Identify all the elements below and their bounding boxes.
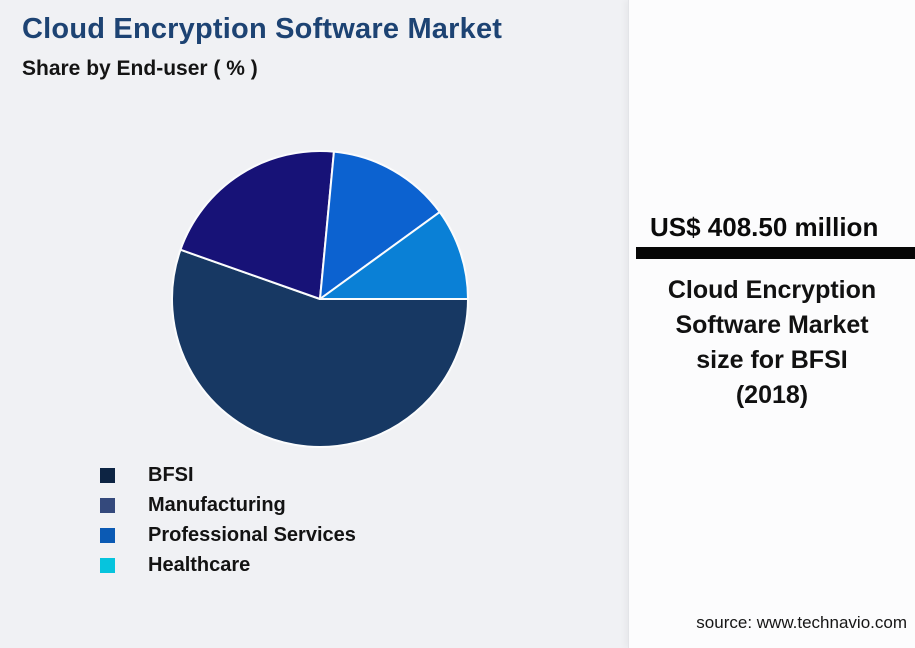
- callout-description-line: (2018): [735, 381, 809, 409]
- pie-slice-professional-services: [319, 150, 441, 300]
- legend-label-healthcare: Healthcare: [148, 553, 251, 576]
- callout-description-line: Cloud Encryption: [667, 276, 877, 304]
- pie-chart: [171, 150, 469, 449]
- legend-swatch-professional-services: [100, 527, 115, 543]
- source-text: source: www.technavio.com: [696, 613, 907, 632]
- callout-description-line: size for BFSI: [696, 346, 848, 374]
- divider-bar: [636, 247, 915, 259]
- chart-legend: BFSI Manufacturing Professional Services…: [100, 460, 356, 580]
- pie-slice-manufacturing: [179, 150, 335, 300]
- callout-description-line: Software Market: [675, 311, 869, 339]
- page-subtitle: Share by End-user ( % ): [22, 57, 258, 80]
- callout-value: US$ 408.50 million: [650, 212, 879, 242]
- legend-swatch-manufacturing: [100, 497, 115, 513]
- legend-item-bfsi: BFSI: [100, 460, 356, 490]
- page-title: Cloud Encryption Software Market: [22, 13, 503, 45]
- legend-swatch-healthcare: [100, 557, 115, 573]
- legend-item-manufacturing: Manufacturing: [100, 490, 356, 520]
- pie-slice-healthcare: [319, 211, 469, 300]
- legend-item-healthcare: Healthcare: [100, 550, 356, 580]
- legend-swatch-bfsi: [100, 467, 115, 483]
- callout-panel: US$ 408.50 million Cloud Encryption Soft…: [628, 0, 915, 648]
- pie-chart-container: [170, 149, 470, 449]
- legend-label-manufacturing: Manufacturing: [148, 493, 286, 516]
- legend-label-bfsi: BFSI: [148, 463, 194, 486]
- legend-label-professional-services: Professional Services: [148, 523, 356, 546]
- callout-description: Cloud Encryption Software Market size fo…: [629, 273, 915, 413]
- legend-item-professional-services: Professional Services: [100, 520, 356, 550]
